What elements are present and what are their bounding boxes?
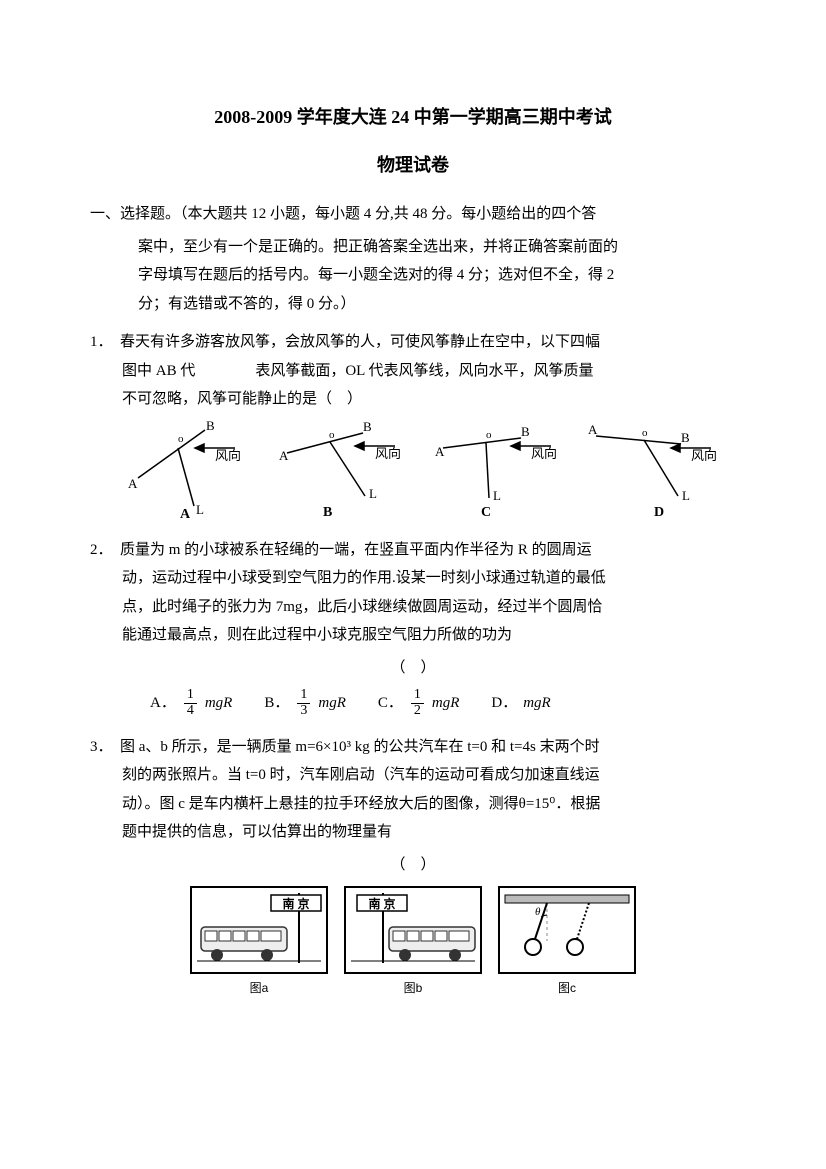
frac-den: 2 [411, 704, 424, 719]
question-2: 2．质量为 m 的小球被系在轻绳的一端，在竖直平面内作半径为 R 的圆周运 动，… [90, 536, 736, 719]
svg-text:A: A [128, 476, 138, 491]
section-header: 一、选择题。（本大题共 12 小题，每小题 4 分,共 48 分。每小题给出的四… [90, 200, 736, 229]
section-instructions: 案中，至少有一个是正确的。把正确答案全选出来，并将正确答案前面的 字母填写在题后… [90, 233, 736, 319]
svg-text:B: B [681, 430, 690, 445]
q2-line: 能通过最高点，则在此过程中小球克服空气阻力所做的功为 [90, 621, 736, 650]
svg-text:o: o [486, 429, 492, 441]
q3-paren: （ ） [90, 851, 736, 880]
q2-num: 2． [90, 536, 120, 565]
q3-num: 3． [90, 733, 120, 762]
fig-c-wrap: θ 图c [497, 885, 637, 1000]
choice-tail: mgR [523, 689, 551, 718]
fig-a-diagram: 南 京 [189, 885, 329, 975]
svg-text:风向: 风向 [375, 446, 401, 461]
svg-text:o: o [178, 433, 184, 445]
page-title: 2008-2009 学年度大连 24 中第一学期高三期中考试 [90, 100, 736, 134]
choice-b: B． 13 mgR [264, 688, 346, 718]
kite-a-diagram: B A o L 风向 A [120, 418, 260, 518]
instr-line: 分；有选错或不答的，得 0 分。） [138, 290, 736, 319]
choice-tail: mgR [432, 689, 460, 718]
fig-b-wrap: 南 京 图b [343, 885, 483, 1000]
fig-a-label: 图a [250, 977, 269, 1000]
kite-d-diagram: B A o L 风向 D [586, 418, 726, 518]
svg-text:风向: 风向 [215, 448, 241, 463]
q2-line: 点，此时绳子的张力为 7mg，此后小球继续做圆周运动，经过半个圆周恰 [90, 593, 736, 622]
svg-text:A: A [588, 422, 598, 437]
svg-text:D: D [654, 505, 664, 518]
q1-line: 不可忽略，风筝可能静止的是（ ） [90, 385, 736, 414]
frac-num: 1 [411, 688, 424, 704]
choice-d: D． mgR [491, 689, 550, 718]
frac-num: 1 [297, 688, 310, 704]
q3-line: 题中提供的信息，可以估算出的物理量有 [90, 818, 736, 847]
choice-label: B． [264, 689, 289, 718]
choice-label: C． [378, 689, 403, 718]
frac-num: 1 [184, 688, 197, 704]
svg-text:南 京: 南 京 [282, 896, 309, 911]
svg-text:θ: θ [535, 906, 541, 918]
q3-line: 图 a、b 所示，是一辆质量 m=6×10³ kg 的公共汽车在 t=0 和 t… [120, 739, 600, 755]
svg-text:o: o [329, 429, 335, 441]
q2-paren: （ ） [90, 654, 736, 683]
q1-line: 春天有许多游客放风筝，会放风筝的人，可使风筝静止在空中，以下四幅 [120, 334, 600, 350]
svg-text:风向: 风向 [531, 446, 557, 461]
fig-c-diagram: θ [497, 885, 637, 975]
instr-line: 字母填写在题后的括号内。每一小题全选对的得 4 分；选对但不全，得 2 [138, 261, 736, 290]
svg-text:A: A [435, 444, 445, 459]
svg-text:风向: 风向 [691, 448, 717, 463]
svg-text:A: A [180, 507, 191, 518]
svg-text:L: L [493, 488, 501, 503]
svg-text:南 京: 南 京 [368, 896, 395, 911]
fig-a-wrap: 南 京 图a [189, 885, 329, 1000]
q2-choices: A． 14 mgR B． 13 mgR C． 12 mgR D． mgR [90, 688, 736, 718]
q1-num: 1． [90, 328, 120, 357]
frac-den: 3 [297, 704, 310, 719]
q2-line: 质量为 m 的小球被系在轻绳的一端，在竖直平面内作半径为 R 的圆周运 [120, 542, 592, 558]
choice-tail: mgR [205, 689, 233, 718]
choice-tail: mgR [318, 689, 346, 718]
fig-b-label: 图b [404, 977, 423, 1000]
choice-label: A． [150, 689, 176, 718]
svg-text:C: C [481, 505, 491, 518]
svg-text:B: B [323, 505, 332, 518]
choice-c: C． 12 mgR [378, 688, 460, 718]
svg-text:L: L [369, 486, 377, 501]
choice-label: D． [491, 689, 517, 718]
svg-text:B: B [521, 424, 530, 439]
frac-den: 4 [184, 704, 197, 719]
svg-text:o: o [642, 427, 648, 439]
svg-text:B: B [363, 419, 372, 434]
q1-line: 图中 AB 代 表风筝截面，OL 代表风筝线，风向水平，风筝质量 [90, 357, 736, 386]
kite-b-diagram: B A o L 风向 B [275, 418, 415, 518]
q3-line: 刻的两张照片。当 t=0 时，汽车刚启动（汽车的运动可看成匀加速直线运 [90, 761, 736, 790]
kite-c-diagram: B A o L 风向 C [431, 418, 571, 518]
svg-text:B: B [206, 418, 215, 433]
svg-text:A: A [279, 448, 289, 463]
question-1: 1．春天有许多游客放风筝，会放风筝的人，可使风筝静止在空中，以下四幅 图中 AB… [90, 328, 736, 526]
q1-figures: B A o L 风向 A B A o L 风向 B [90, 414, 736, 526]
question-3: 3．图 a、b 所示，是一辆质量 m=6×10³ kg 的公共汽车在 t=0 和… [90, 733, 736, 1000]
q3-figures: 南 京 图a 南 京 [90, 885, 736, 1000]
fig-b-diagram: 南 京 [343, 885, 483, 975]
fig-c-label: 图c [558, 977, 576, 1000]
page-subtitle: 物理试卷 [90, 148, 736, 182]
q2-line: 动，运动过程中小球受到空气阻力的作用.设某一时刻小球通过轨道的最低 [90, 564, 736, 593]
instr-line: 案中，至少有一个是正确的。把正确答案全选出来，并将正确答案前面的 [138, 233, 736, 262]
q3-line: 动）。图 c 是车内横杆上悬挂的拉手环经放大后的图像，测得θ=15⁰．根据 [90, 790, 736, 819]
svg-text:L: L [196, 502, 204, 517]
svg-text:L: L [682, 488, 690, 503]
choice-a: A． 14 mgR [150, 688, 232, 718]
